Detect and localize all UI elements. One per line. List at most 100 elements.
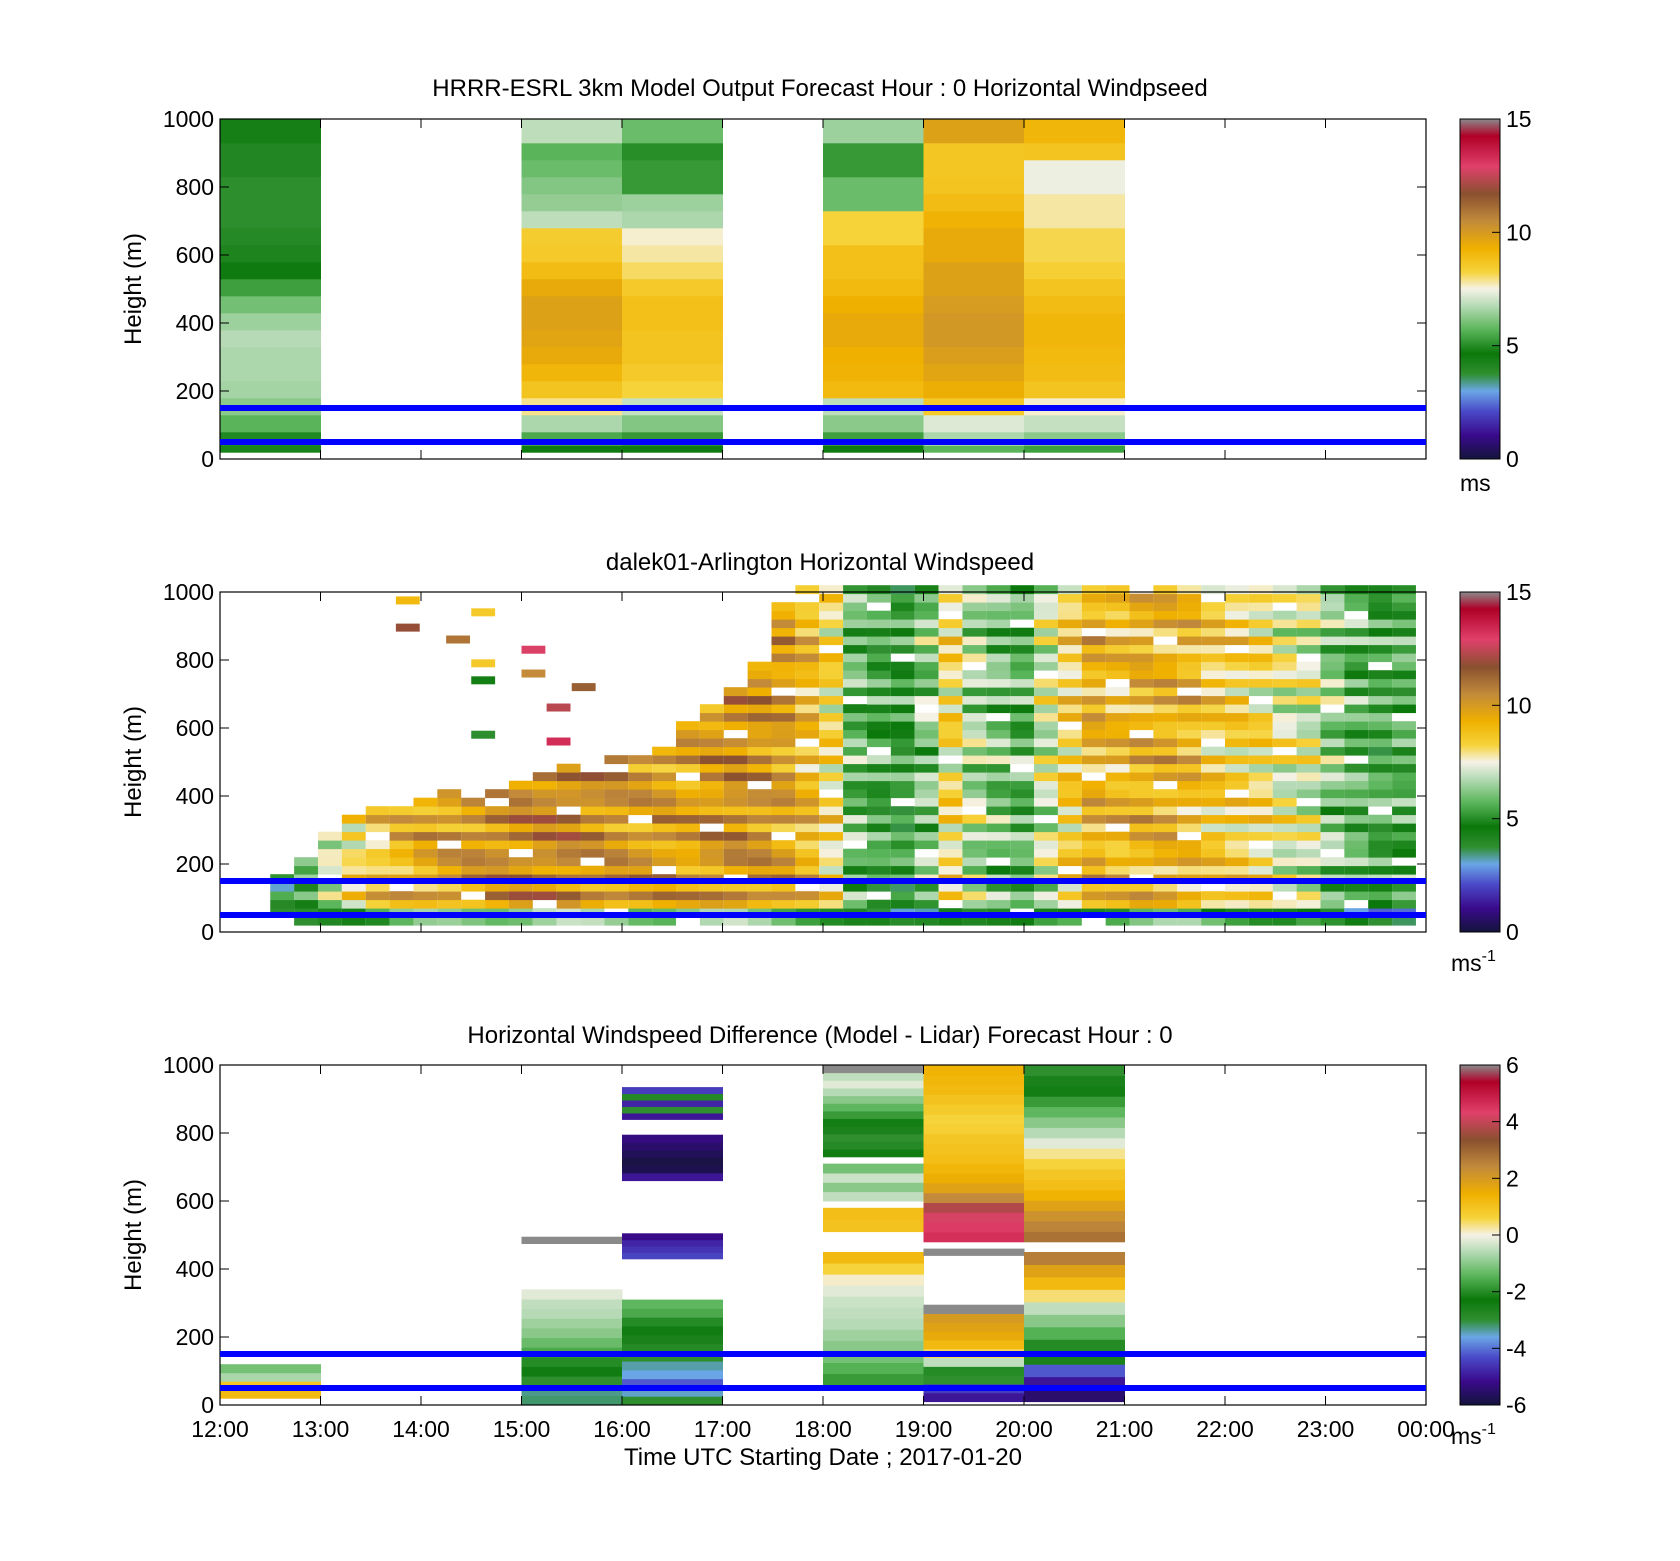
heatmap-cell: [819, 806, 844, 816]
heatmap-cell: [795, 840, 820, 850]
heatmap-cell: [521, 119, 623, 127]
heatmap-cell: [699, 814, 724, 824]
heatmap-cell: [1024, 244, 1125, 263]
heatmap-cell: [1368, 687, 1393, 697]
heatmap-cell: [1153, 789, 1178, 799]
heatmap-cell: [604, 857, 629, 867]
heatmap-cell: [1344, 602, 1369, 612]
heatmap-cell: [819, 704, 844, 714]
heatmap-cell: [1392, 789, 1416, 799]
heatmap-cell: [1344, 627, 1369, 637]
heatmap-cell: [604, 848, 629, 858]
heatmap-cell: [1225, 636, 1249, 646]
heatmap-cell: [1034, 755, 1058, 765]
heatmap-cell: [389, 899, 414, 909]
heatmap-cell: [1392, 627, 1416, 637]
heatmap-cell: [521, 1356, 623, 1367]
heatmap-cell: [843, 823, 867, 833]
heatmap-cell: [220, 312, 321, 331]
heatmap-cell: [771, 678, 796, 688]
heatmap-cell: [771, 644, 796, 654]
heatmap-cell: [485, 882, 509, 892]
heatmap-cell: [1034, 678, 1058, 688]
heatmap-cell: [1024, 380, 1125, 399]
heatmap-cell: [962, 644, 987, 654]
heatmap-cell: [1057, 763, 1082, 773]
heatmap-cell: [1201, 899, 1225, 909]
heatmap-cell: [866, 593, 891, 603]
heatmap-cell: [508, 891, 533, 901]
heatmap-cell: [1272, 814, 1297, 824]
heatmap-cell: [508, 857, 533, 867]
heatmap-cell: [1105, 636, 1130, 646]
heatmap-cell: [1320, 585, 1345, 595]
heatmap-cell: [1129, 789, 1154, 799]
heatmap-cell: [823, 1274, 924, 1286]
heatmap-cell: [823, 1087, 924, 1097]
heatmap-cell: [1010, 738, 1035, 748]
heatmap-cell: [938, 865, 963, 875]
heatmap-cell: [923, 414, 1025, 433]
heatmap-cell: [1248, 687, 1273, 697]
heatmap-cell: [1272, 687, 1297, 697]
heatmap-cell: [962, 789, 987, 799]
heatmap-cell: [1010, 789, 1035, 799]
heatmap-cell: [1024, 227, 1125, 246]
heatmap-cell: [1272, 627, 1297, 637]
heatmap-cell: [890, 729, 915, 739]
heatmap-cell: [1105, 627, 1130, 637]
heatmap-cell: [532, 848, 557, 858]
heatmap-cell: [604, 831, 629, 841]
heatmap-cell: [890, 865, 915, 875]
heatmap-cell: [485, 891, 509, 901]
heatmap-cell: [747, 840, 772, 850]
heatmap-cell: [1010, 661, 1035, 671]
heatmap-cell: [1177, 916, 1202, 926]
heatmap-cell: [532, 806, 557, 816]
heatmap-cell: [652, 899, 677, 909]
y-tick-label: 1000: [163, 1052, 214, 1078]
heatmap-cell: [1177, 738, 1202, 748]
x-tick-label: 20:00: [995, 1416, 1053, 1442]
heatmap-cell: [914, 780, 939, 790]
heatmap-cell: [521, 363, 623, 382]
heatmap-cell: [622, 329, 723, 348]
heatmap-cell: [413, 797, 438, 807]
heatmap-cell: [521, 1376, 623, 1387]
heatmap-cell: [1105, 602, 1130, 612]
heatmap-cell: [938, 763, 963, 773]
heatmap-cell: [1024, 1389, 1125, 1403]
heatmap-cell: [1153, 772, 1178, 782]
heatmap-cell: [1153, 806, 1178, 816]
heatmap-cell: [622, 1387, 723, 1397]
heatmap-cell: [747, 797, 772, 807]
heatmap-cell: [1225, 848, 1249, 858]
heatmap-cell: [580, 840, 605, 850]
heatmap-cell: [986, 916, 1011, 926]
heatmap-cell: [622, 1087, 723, 1095]
heatmap-cell: [1201, 687, 1225, 697]
heatmap-cell: [986, 738, 1011, 748]
heatmap-cell: [986, 780, 1011, 790]
heatmap-cell: [890, 882, 915, 892]
heatmap-cell: [723, 865, 748, 875]
heatmap-cell: [771, 814, 796, 824]
heatmap-cell: [1392, 721, 1416, 731]
heatmap-cell: [1024, 1085, 1125, 1097]
heatmap-cell: [1392, 916, 1416, 926]
heatmap-cell: [823, 312, 924, 331]
heatmap-cell: [1153, 704, 1178, 714]
heatmap-cell: [1225, 814, 1249, 824]
heatmap-cell: [1272, 823, 1297, 833]
heatmap-cell: [923, 1357, 1025, 1367]
heatmap-cell: [890, 848, 915, 858]
heatmap-cell: [923, 312, 1025, 331]
panel-title: HRRR-ESRL 3km Model Output Forecast Hour…: [432, 75, 1207, 102]
heatmap-cell: [1081, 687, 1106, 697]
heatmap-cell: [604, 899, 629, 909]
heatmap-cell: [1320, 857, 1345, 867]
heatmap-cell: [923, 125, 1025, 144]
heatmap-cell: [1201, 619, 1225, 629]
heatmap-cell: [1201, 627, 1225, 637]
heatmap-cell: [1177, 780, 1202, 790]
